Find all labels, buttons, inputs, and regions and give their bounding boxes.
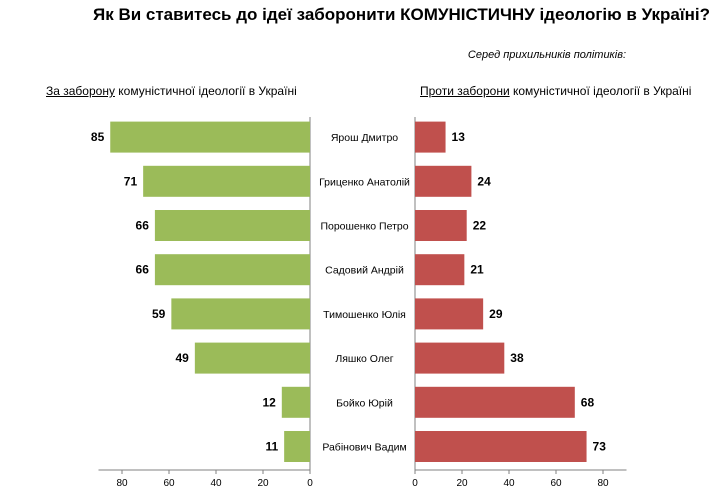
right-bar <box>415 431 587 462</box>
left-bar-value-label: 49 <box>175 351 189 365</box>
left-bar-value-label: 12 <box>262 395 276 409</box>
category-label: Ляшко Олег <box>335 353 393 365</box>
right-x-tick-label: 20 <box>456 478 468 489</box>
left-bar-value-label: 11 <box>265 440 278 454</box>
left-x-tick-label: 40 <box>210 478 222 489</box>
left-bar <box>171 298 310 330</box>
right-bar-value-label: 13 <box>452 130 466 144</box>
right-bar <box>415 254 465 286</box>
right-bar-value-label: 24 <box>477 174 491 188</box>
right-panel-label-rest: комуністичної ідеології в Україні <box>509 84 692 98</box>
right-bar <box>415 298 484 330</box>
left-bar <box>143 165 310 197</box>
right-panel-label-underlined: Проти заборони <box>420 84 510 98</box>
left-bar-value-label: 85 <box>91 130 105 144</box>
left-panel-label-underlined: За заборону <box>46 84 115 98</box>
left-x-tick-label: 80 <box>116 478 128 489</box>
chart-title: Як Ви ставитесь до ідеї заборонити КОМУН… <box>93 5 710 24</box>
right-bar-value-label: 29 <box>489 307 503 321</box>
right-bar-value-label: 73 <box>593 440 607 454</box>
right-x-tick-label: 60 <box>550 478 562 489</box>
category-label: Садовий Андрій <box>325 265 404 277</box>
right-x-tick-label: 80 <box>597 478 609 489</box>
right-bar <box>415 386 575 418</box>
category-label: Порошенко Петро <box>320 221 408 233</box>
left-bar <box>194 342 310 374</box>
category-label: Гриценко Анатолій <box>319 176 410 188</box>
category-label: Бойко Юрій <box>336 397 393 409</box>
left-bar <box>110 121 310 153</box>
left-bar-value-label: 66 <box>136 219 150 233</box>
left-bar-value-label: 71 <box>124 174 138 188</box>
left-x-tick-label: 20 <box>257 478 269 489</box>
left-bar <box>284 431 310 462</box>
category-label: Рабінович Вадим <box>322 442 406 454</box>
right-bar <box>415 165 472 197</box>
left-bar-value-label: 59 <box>152 307 166 321</box>
left-panel-label-rest: комуністичної ідеології в Україні <box>114 84 297 98</box>
left-bar <box>154 254 310 286</box>
right-x-tick-label: 0 <box>412 478 418 489</box>
chart-subtitle: Серед прихильників політиків: <box>467 49 626 61</box>
left-bar <box>281 386 310 418</box>
left-x-tick-label: 0 <box>307 478 313 489</box>
right-bar <box>415 121 446 153</box>
right-bar <box>415 210 467 241</box>
left-bar <box>154 210 310 241</box>
right-bar <box>415 342 505 374</box>
right-panel-label: Проти заборони комуністичної ідеології в… <box>420 84 691 98</box>
right-x-tick-label: 40 <box>503 478 515 489</box>
right-bar-value-label: 68 <box>581 395 595 409</box>
category-label: Тимошенко Юлія <box>323 309 406 321</box>
left-bar-value-label: 66 <box>136 263 150 277</box>
right-bar-value-label: 22 <box>473 219 487 233</box>
right-bar-value-label: 38 <box>510 351 524 365</box>
right-bar-value-label: 21 <box>470 263 484 277</box>
left-x-tick-label: 60 <box>163 478 175 489</box>
left-panel-label: За заборону комуністичної ідеології в Ук… <box>46 84 297 98</box>
category-label: Ярош Дмитро <box>331 132 398 144</box>
